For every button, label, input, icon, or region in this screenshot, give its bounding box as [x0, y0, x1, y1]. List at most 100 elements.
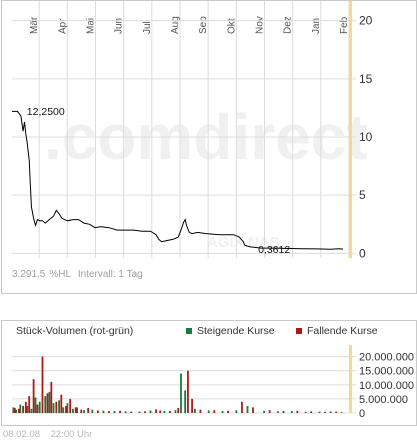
x-tick-label: Mär	[29, 16, 40, 34]
vol-bar-down	[80, 409, 83, 413]
vol-bar-up	[26, 405, 29, 413]
vol-bar-up	[124, 411, 127, 413]
vol-bar-down	[69, 398, 72, 413]
x-tick-label: Sep	[198, 16, 209, 34]
vol-bar-up	[19, 404, 22, 413]
vol-bar-up	[34, 397, 37, 413]
vol-bar-down	[108, 411, 110, 413]
y-tick-label: 10	[359, 130, 373, 144]
vol-bar-down	[177, 407, 180, 413]
vol-bar-up	[48, 391, 51, 413]
x-tick-label: Apr	[57, 18, 68, 34]
vol-bar-up	[30, 408, 33, 413]
vol-bar-down	[41, 356, 44, 413]
y-tick-label: 5	[359, 188, 366, 202]
vol-bar-down	[28, 396, 31, 413]
y-tick-label: 0	[359, 246, 366, 260]
vol-bar-down	[227, 410, 229, 413]
vol-bar-up	[304, 411, 307, 413]
vol-bar-up	[221, 411, 224, 413]
vol-bar-up	[102, 410, 105, 413]
vol-bar-down	[282, 411, 285, 413]
vol-bar-up	[66, 403, 69, 413]
vol-bar-down	[119, 410, 121, 413]
vol-tick-label: 20.000.000	[359, 352, 414, 364]
x-tick-label: Mai	[85, 18, 96, 34]
x-tick-label: Jan	[311, 18, 322, 34]
vol-bar-up	[44, 396, 47, 413]
vol-bar-up	[83, 410, 85, 413]
legend-up-swatch	[186, 328, 192, 334]
vol-bar-down	[96, 410, 99, 413]
vol-bar-down	[191, 398, 193, 413]
vol-bar-down	[130, 411, 133, 413]
y-tick-label: 20	[359, 14, 373, 28]
vol-bar-down	[199, 409, 202, 413]
vol-bar-down	[310, 411, 313, 413]
vol-bar-down	[335, 411, 338, 413]
price-line	[12, 110, 344, 250]
vol-tick-label: 0	[359, 408, 365, 420]
x-tick-label: Dez	[283, 16, 294, 34]
volume-title: Stück-Volumen (rot-grün)	[16, 325, 134, 337]
vol-bar-up	[113, 411, 116, 413]
vol-bar-up	[15, 409, 18, 413]
current-day-highlight	[349, 1, 352, 258]
price-annotation: 12,2500	[27, 106, 65, 118]
vol-bar-up	[277, 411, 279, 413]
vol-bar-up	[58, 400, 60, 413]
vol-bar-up	[149, 410, 152, 413]
price-chart-panel: .comdirect AGIX NAS Mär Apr Mai Jun Jul Aug Sep O…	[1, 0, 417, 294]
change-unit: %HL	[49, 269, 72, 280]
vol-bar-down	[50, 382, 53, 413]
y-tick-label: 15	[359, 72, 373, 86]
legend-down: Fallende Kurse	[296, 325, 378, 337]
vol-bar-up	[329, 411, 332, 413]
vol-tick-label: 10.000.000	[359, 380, 414, 392]
x-tick-label: Jun	[114, 18, 125, 34]
vol-bar-up	[290, 411, 293, 413]
vol-bar-up	[184, 390, 187, 413]
vol-bar-down	[74, 407, 77, 413]
vol-bar-up	[246, 405, 249, 413]
x-tick-label: Jul	[142, 21, 153, 34]
vol-bar-up	[38, 401, 41, 413]
vol-bar-up	[318, 411, 321, 413]
vol-bar-down	[36, 404, 39, 413]
vol-bar-down	[252, 407, 254, 413]
price-annotation: 0,3612	[258, 244, 290, 256]
footer-time: 22:00 Uhr	[50, 429, 93, 440]
vol-bar-down	[13, 407, 16, 413]
vol-bar-up	[138, 411, 141, 413]
vol-bar-down	[241, 401, 243, 413]
vol-bar-down	[18, 408, 20, 413]
vol-bar-up	[76, 407, 79, 413]
volume-chart-panel: 0 5.000.000 10.000.000 15.000.000 20.000.000	[1, 320, 417, 426]
vol-bar-down	[169, 411, 171, 413]
vol-bar-down	[87, 407, 90, 413]
vol-bar-up	[62, 407, 65, 413]
vol-bar-up	[193, 408, 196, 413]
x-tick-label: Aug	[170, 16, 181, 34]
vol-bar-down	[32, 379, 35, 413]
vol-bar-down	[187, 370, 189, 413]
timestamp-footer: 08.02.08 22:00 Uhr	[3, 429, 100, 440]
vol-bar-up	[12, 407, 15, 413]
chart-stats: 3.291,5 %HL Intervall: 1 Tag	[12, 269, 147, 280]
x-tick-label: Nov	[254, 16, 265, 34]
legend-down-swatch	[296, 328, 302, 334]
legend-up-label: Steigende Kurse	[197, 325, 275, 337]
vol-bar-down	[268, 410, 271, 413]
vol-bar-down	[65, 405, 67, 413]
volume-chart: 0 5.000.000 10.000.000 15.000.000 20.000.000	[12, 345, 414, 420]
vol-bar-down	[60, 394, 63, 413]
vol-bar-up	[72, 408, 74, 413]
vol-bar-up	[180, 373, 182, 413]
x-tick-label: Feb	[339, 16, 350, 34]
vol-bar-up	[52, 403, 55, 413]
vol-bar-down	[213, 410, 216, 413]
footer-date: 08.02.08	[3, 429, 40, 440]
vol-tick-label: 15.000.000	[359, 366, 414, 378]
vol-bar-down	[144, 411, 146, 413]
